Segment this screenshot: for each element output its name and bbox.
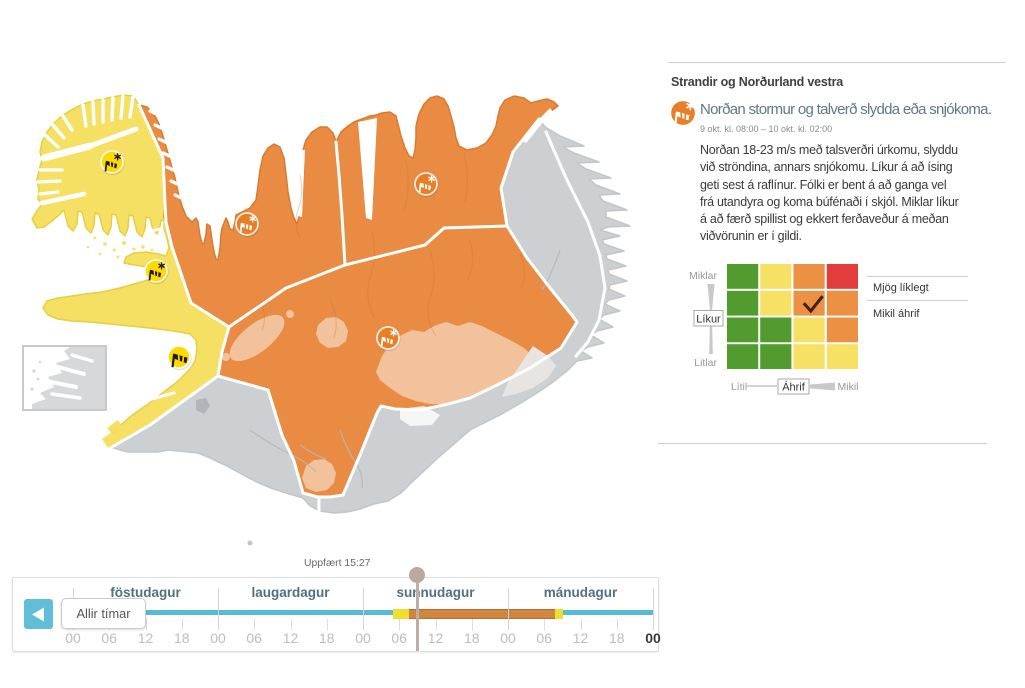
svg-text:Áhrif: Áhrif	[782, 381, 806, 394]
svg-text:Mikil: Mikil	[838, 381, 859, 393]
svg-text:Líkur: Líkur	[696, 314, 721, 326]
svg-text:Litlar: Litlar	[694, 357, 717, 369]
svg-text:Lítil: Lítil	[731, 381, 747, 393]
svg-text:Miklar: Miklar	[689, 270, 718, 282]
